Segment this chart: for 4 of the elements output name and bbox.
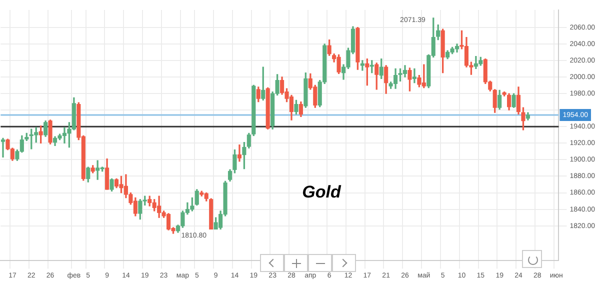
- candlestick: [237, 144, 242, 162]
- candlestick: [412, 68, 416, 84]
- annotation: Gold: [302, 182, 342, 202]
- candlestick: [0, 138, 6, 158]
